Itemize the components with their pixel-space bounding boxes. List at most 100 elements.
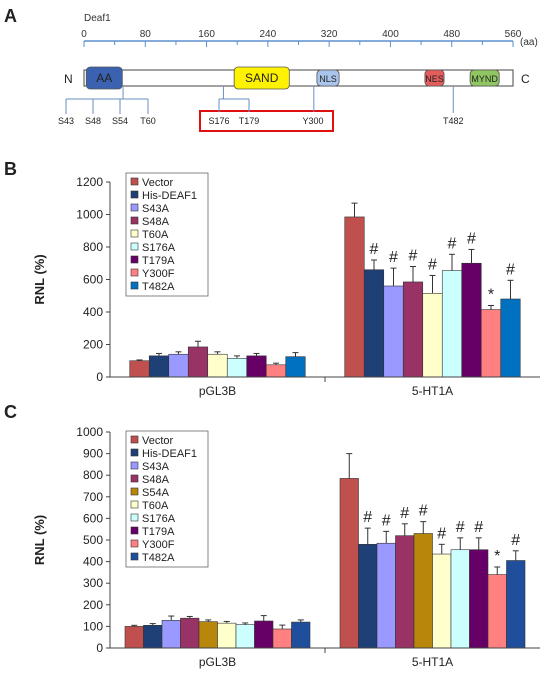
site-label-y300: Y300 — [302, 116, 323, 126]
significance-star: * — [494, 548, 500, 565]
scale-tick-label: 320 — [321, 29, 338, 40]
bar — [441, 270, 463, 378]
bar — [168, 353, 189, 378]
x-tick-label: 5-HT1A — [412, 655, 453, 669]
domain-label-nls: NLS — [319, 74, 337, 84]
bar — [148, 355, 170, 378]
bar — [432, 553, 452, 649]
y-tick-label: 1000 — [76, 208, 103, 222]
bar — [402, 281, 424, 378]
bar — [272, 628, 292, 649]
legend-swatch — [130, 177, 139, 186]
legend-entry: T482A — [142, 552, 175, 564]
y-tick-label: 300 — [83, 576, 103, 590]
scale-tick-label: 80 — [140, 29, 152, 40]
scale-tick-label: 240 — [260, 29, 277, 40]
legend-swatch — [130, 242, 139, 251]
y-tick-label: 700 — [83, 490, 103, 504]
bar — [395, 535, 415, 649]
legend-entry: T482A — [142, 281, 175, 293]
significance-hash: # — [428, 256, 437, 273]
bar — [180, 617, 200, 649]
legend-entry: Y300F — [142, 268, 175, 280]
significance-hash: # — [437, 525, 446, 542]
significance-hash: # — [382, 512, 391, 529]
domain-label-nes: NES — [425, 74, 444, 84]
bar — [291, 621, 311, 649]
site-label-s48: S48 — [85, 116, 101, 126]
y-axis-label: RNL (%) — [32, 515, 47, 565]
bar — [143, 625, 163, 649]
legend-entry: T60A — [142, 229, 169, 241]
panel-a-letter: A — [4, 6, 17, 26]
y-tick-label: 400 — [83, 305, 103, 319]
legend-entry: Vector — [142, 177, 174, 189]
bar — [187, 346, 209, 378]
significance-star: * — [488, 287, 494, 304]
y-tick-label: 0 — [96, 641, 103, 655]
significance-hash: # — [474, 519, 483, 536]
legend-swatch — [130, 281, 139, 290]
y-tick-label: 600 — [83, 511, 103, 525]
site-label-t482: T482 — [443, 116, 464, 126]
legend-entry: Vector — [142, 435, 174, 447]
bar — [124, 626, 144, 649]
significance-hash: # — [409, 248, 418, 265]
bar — [450, 549, 470, 649]
domain-label-aa: AA — [96, 71, 112, 85]
bar — [376, 542, 396, 649]
legend-entry: Y300F — [142, 539, 175, 551]
site-label-t179: T179 — [239, 116, 260, 126]
legend-swatch — [130, 203, 139, 212]
protein-bar: AA SAND NLS NES MYND — [83, 66, 514, 90]
legend-swatch — [130, 513, 139, 522]
scale-tick-label: 480 — [443, 29, 460, 40]
bar — [363, 269, 385, 378]
panel-a-domain-map: A Deaf1 (aa) 0 80 160 240 320 400 480 560 AA SAN… — [4, 6, 538, 132]
y-tick-label: 800 — [83, 240, 103, 254]
legend-swatch — [130, 474, 139, 483]
scale-unit: (aa) — [520, 37, 538, 48]
bar — [129, 360, 150, 378]
legend-entry: S176A — [142, 513, 176, 525]
bar — [480, 309, 502, 378]
bar — [383, 285, 404, 378]
panel-b-letter: B — [4, 159, 17, 179]
domain-nes — [424, 69, 445, 87]
significance-hash: # — [506, 261, 515, 278]
x-tick-label: 5-HT1A — [412, 384, 453, 398]
legend-entry: T179A — [142, 526, 175, 538]
bar — [339, 478, 359, 649]
y-tick-label: 200 — [83, 598, 103, 612]
panel-c-letter: C — [4, 402, 17, 422]
phospho-sites: S43 S48 S54 T60 S176 T179 Y300 T482 — [58, 86, 464, 132]
legend-swatch — [130, 229, 139, 238]
site-label-t60: T60 — [140, 116, 156, 126]
site-label-s176: S176 — [208, 116, 229, 126]
bar — [500, 298, 521, 378]
x-tick-label: pGL3B — [199, 655, 236, 669]
bar — [461, 262, 482, 378]
y-tick-label: 1000 — [76, 425, 103, 439]
y-tick-label: 500 — [83, 533, 103, 547]
y-tick-label: 800 — [83, 468, 103, 482]
significance-hash: # — [467, 230, 476, 247]
c-terminus-label: C — [521, 72, 530, 86]
y-tick-label: 1200 — [76, 175, 103, 189]
bar — [469, 549, 489, 649]
legend-entry: T179A — [142, 255, 175, 267]
legend-entry: T60A — [142, 500, 169, 512]
significance-hash: # — [456, 519, 465, 536]
y-axis-label: RNL (%) — [32, 254, 47, 304]
significance-hash: # — [511, 532, 520, 549]
bar — [246, 355, 267, 378]
legend-swatch — [130, 268, 139, 277]
legend-swatch — [130, 539, 139, 548]
scale-tick-label: 560 — [505, 29, 522, 40]
legend-swatch — [130, 216, 139, 225]
legend: VectorHis-DEAF1S43AS48AT60AS176AT179AY30… — [125, 172, 209, 297]
legend-swatch — [130, 448, 139, 457]
n-terminus-label: N — [64, 72, 73, 86]
legend-swatch — [130, 500, 139, 509]
